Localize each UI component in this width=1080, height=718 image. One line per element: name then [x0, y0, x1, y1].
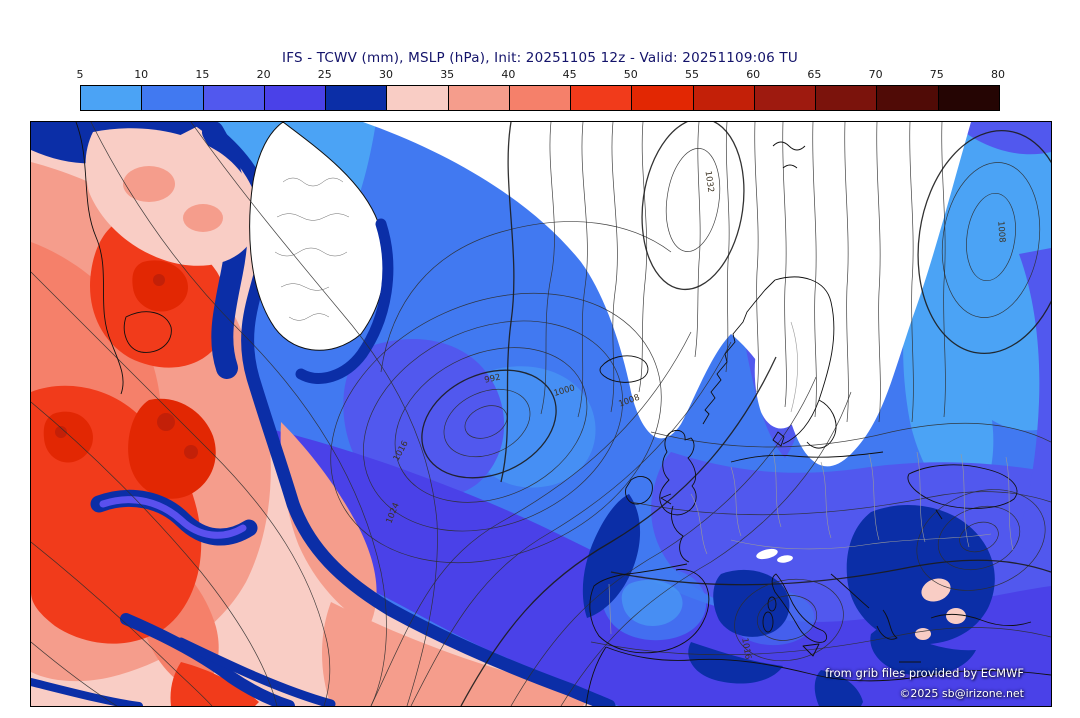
- colorbar-segment-30-35: [387, 86, 449, 110]
- colorbar-tick-65: 65: [807, 68, 822, 81]
- coastline-layer: [75, 122, 1051, 706]
- colorbar-segment-65-70: [816, 86, 878, 110]
- colorbar-tick-80: 80: [991, 68, 1005, 81]
- colorbar-segment-10-15: [142, 86, 204, 110]
- colorbar-segment-70-75: [877, 86, 939, 110]
- colorbar-tick-75: 75: [929, 68, 944, 81]
- colorbar-tick-labels: 5 10 15 20 25 30 35 40 45 50 55 60 65 70 75 80: [76, 68, 1006, 82]
- colorbar-segment-5-10: [81, 86, 143, 110]
- credit-copyright: ©2025 sb@irizone.net: [899, 687, 1024, 700]
- colorbar-segment-20-25: [264, 86, 327, 110]
- colorbar-segment-45-50: [571, 86, 633, 110]
- isobar-label-1016: 1016: [739, 637, 753, 660]
- mslp-isobar-layer: [31, 122, 1051, 706]
- isobar-label-1008: 1008: [995, 221, 1006, 243]
- weather-map-canvas: 992 1000 1008 1032 1016 1024 1008 1016: [30, 121, 1052, 707]
- isobar-label-992: 992: [484, 372, 502, 385]
- colorbar-tick-15: 15: [195, 68, 210, 81]
- colorbar-tick-40: 40: [501, 68, 516, 81]
- colorbar-segment-15-20: [203, 86, 265, 110]
- colorbar-tick-60: 60: [746, 68, 761, 81]
- page-title: IFS - TCWV (mm), MSLP (hPa), Init: 20251…: [282, 50, 798, 66]
- colorbar-segment-75-80: [938, 86, 999, 110]
- isobar-label-1032: 1032: [703, 170, 716, 193]
- credit-source: from grib files provided by ECMWF: [825, 666, 1024, 680]
- colorbar-tick-55: 55: [685, 68, 699, 81]
- country-border-layer: [608, 321, 1014, 635]
- colorbar-tick-35: 35: [440, 68, 455, 81]
- colorbar-tick-50: 50: [623, 68, 638, 81]
- warm-sector-layer: [31, 122, 616, 706]
- colorbar-tick-5: 5: [76, 68, 84, 81]
- colorbar-segment-55-60: [693, 86, 755, 110]
- colorbar: 5 10 15 20 25 30 35 40 45 50 55 60 65 70 75 80: [76, 68, 1006, 114]
- colorbar-segment-25-30: [326, 86, 388, 110]
- colorbar-segment-35-40: [448, 86, 510, 110]
- colorbar-tick-25: 25: [317, 68, 332, 81]
- colorbar-tick-30: 30: [379, 68, 393, 81]
- colorbar-tick-10: 10: [134, 68, 149, 81]
- colorbar-segment-60-65: [754, 86, 817, 110]
- colorbar-tick-45: 45: [562, 68, 577, 81]
- colorbar-tick-70: 70: [868, 68, 883, 81]
- colorbar-tick-20: 20: [256, 68, 271, 81]
- colorbar-segment-50-55: [632, 86, 694, 110]
- colorbar-segment-40-45: [509, 86, 572, 110]
- colorbar-scale: [80, 85, 1000, 111]
